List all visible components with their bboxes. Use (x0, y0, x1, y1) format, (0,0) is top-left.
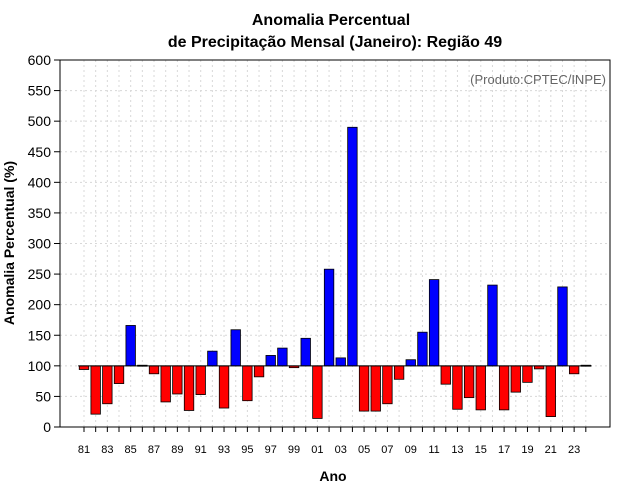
bar-89 (172, 365, 183, 395)
bar-19 (522, 365, 533, 383)
bar-00 (300, 337, 311, 367)
x-tick-label: 91 (195, 444, 207, 456)
x-tick-label: 13 (451, 444, 463, 456)
credit-label: (Produto:CPTEC/INPE) (470, 72, 606, 87)
bar-12 (440, 365, 451, 385)
x-tick-label: 05 (358, 444, 370, 456)
bar-05 (358, 365, 370, 412)
bar-95 (242, 365, 253, 402)
x-axis-label: Ano (319, 468, 346, 484)
bar-16 (487, 284, 498, 367)
x-tick-label: 21 (545, 444, 557, 456)
bar-10 (417, 331, 428, 367)
bar-09 (405, 359, 416, 367)
x-axis: 81 83 85 87 89 91 93 95 97 99 01 03 05 07 09 11 13 15 17 19… (78, 427, 587, 456)
bar-98 (277, 347, 288, 367)
bar-07 (382, 365, 393, 405)
bar-13 (452, 365, 463, 410)
bar-87 (148, 365, 160, 375)
x-tick-label: 87 (148, 444, 160, 456)
chart-subtitle: de Precipitação Mensal (Janeiro): Região… (168, 34, 502, 51)
y-tick-label: 150 (28, 327, 52, 343)
bar-11 (428, 279, 440, 367)
y-tick-label: 350 (28, 205, 52, 221)
bar-91 (195, 365, 206, 395)
x-tick-label: 97 (265, 444, 277, 456)
chart-title: Anomalia Percentual (252, 12, 410, 29)
y-axis-label: Anomalia Percentual (%) (1, 161, 17, 325)
bars (78, 126, 591, 419)
bar-90 (183, 365, 195, 411)
x-tick-label: 93 (218, 444, 230, 456)
x-tick-label: 17 (498, 444, 510, 456)
x-tick-label: 07 (381, 444, 393, 456)
x-tick-label: 81 (78, 444, 90, 456)
bar-04 (347, 126, 358, 367)
bar-83 (102, 365, 113, 405)
y-tick-label: 600 (28, 52, 52, 68)
bar-02 (323, 268, 335, 367)
bar-81 (78, 365, 90, 370)
x-tick-label: 89 (171, 444, 183, 456)
y-tick-label: 400 (28, 174, 52, 190)
y-tick-label: 500 (28, 113, 52, 129)
x-tick-label: 99 (288, 444, 300, 456)
x-tick-label: 85 (125, 444, 137, 456)
x-tick-label: 15 (475, 444, 487, 456)
bar-96 (253, 365, 265, 378)
bar-92 (207, 350, 218, 367)
y-tick-label: 300 (28, 236, 52, 252)
x-tick-label: 83 (101, 444, 113, 456)
bar-94 (230, 329, 241, 367)
x-tick-label: 11 (428, 444, 439, 456)
bar-17 (498, 365, 510, 411)
bar-03 (335, 357, 346, 367)
x-tick-label: 09 (405, 444, 417, 456)
bar-14 (463, 365, 475, 399)
y-tick-label: 450 (28, 144, 52, 160)
x-tick-label: 23 (568, 444, 580, 456)
bar-08 (393, 365, 405, 380)
bar-84 (113, 365, 125, 384)
bar-21 (545, 365, 556, 418)
y-axis: 0 50 100 150 200 250 300 350 400 450 500 550 600 (28, 52, 60, 435)
bar-85 (125, 325, 136, 367)
bar-15 (475, 365, 486, 411)
x-tick-label: 03 (335, 444, 347, 456)
bar-88 (160, 365, 171, 403)
bar-97 (265, 355, 276, 367)
y-tick-label: 200 (28, 297, 52, 313)
bar-18 (510, 365, 521, 393)
y-tick-label: 50 (35, 388, 51, 404)
y-tick-label: 100 (28, 358, 52, 374)
bar-01 (312, 365, 323, 419)
y-tick-label: 250 (28, 266, 52, 282)
bar-82 (90, 365, 101, 415)
bar-93 (218, 365, 230, 409)
x-tick-label: 01 (311, 444, 323, 456)
bar-22 (557, 286, 568, 367)
x-tick-label: 95 (241, 444, 253, 456)
y-tick-label: 550 (28, 83, 52, 99)
x-tick-label: 19 (521, 444, 533, 456)
bar-23 (568, 365, 580, 375)
bar-06 (370, 365, 381, 412)
y-tick-label: 0 (43, 419, 51, 435)
